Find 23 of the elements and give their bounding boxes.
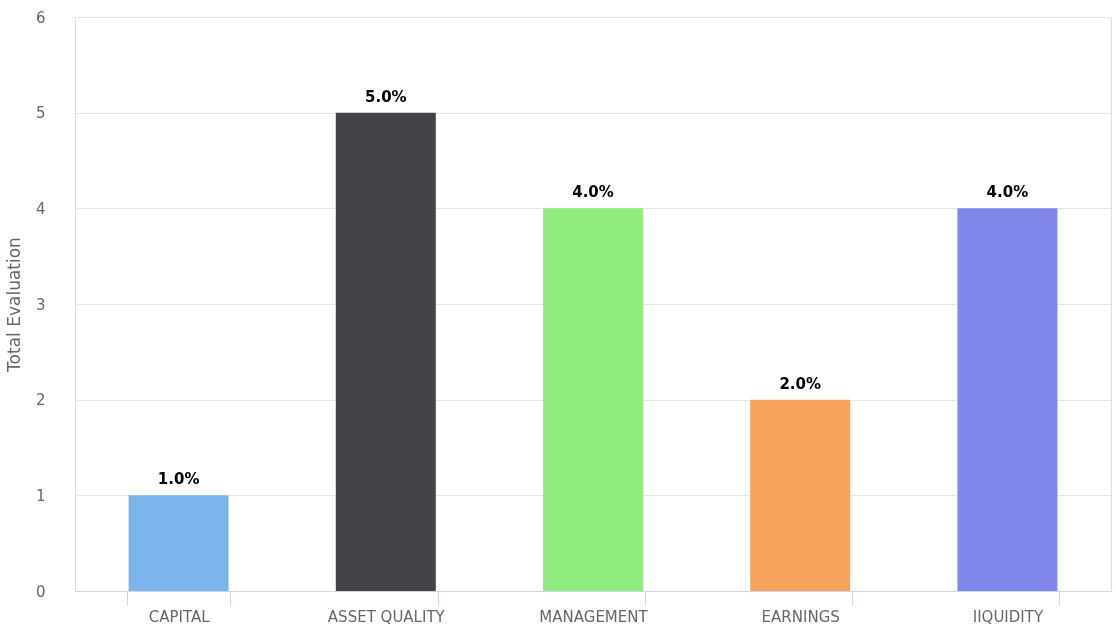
x-tick-label: CAPITAL bbox=[148, 607, 211, 626]
data-label: 1.0% bbox=[157, 470, 200, 489]
y-tick-label: 5 bbox=[35, 104, 46, 123]
y-axis-title: Total Evaluation bbox=[3, 237, 24, 373]
bar bbox=[128, 495, 229, 591]
y-tick-label: 1 bbox=[35, 486, 46, 505]
data-label: 2.0% bbox=[779, 374, 821, 393]
x-tick-label: ASSET QUALITY bbox=[327, 607, 446, 626]
bar bbox=[543, 208, 643, 591]
y-tick-label: 6 bbox=[35, 8, 46, 27]
data-label: 4.0% bbox=[572, 183, 614, 202]
x-tick-label: IIQUIDITY bbox=[972, 607, 1044, 626]
y-tick-label: 0 bbox=[35, 582, 46, 601]
y-tick-label: 3 bbox=[35, 295, 46, 314]
data-label: 4.0% bbox=[986, 183, 1029, 202]
y-tick-label: 2 bbox=[35, 391, 46, 410]
x-tick-label: MANAGEMENT bbox=[539, 607, 649, 626]
bar bbox=[957, 208, 1058, 591]
data-label: 5.0% bbox=[365, 87, 407, 106]
x-tick-label: EARNINGS bbox=[761, 607, 840, 626]
y-tick-label: 4 bbox=[35, 199, 46, 218]
bar bbox=[750, 399, 851, 591]
bar bbox=[335, 112, 436, 591]
